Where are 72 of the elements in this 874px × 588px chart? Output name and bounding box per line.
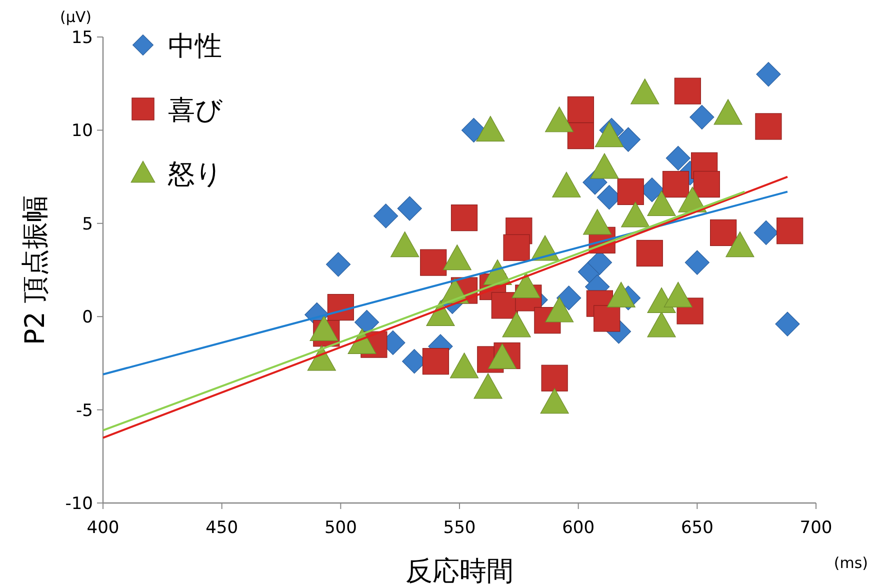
point xyxy=(540,388,569,414)
y-tick-label: 10 xyxy=(71,121,93,142)
point xyxy=(503,234,530,261)
y-tick-label: 5 xyxy=(82,214,93,234)
point xyxy=(714,99,742,125)
point xyxy=(647,190,676,216)
point xyxy=(617,178,644,206)
point xyxy=(666,146,690,170)
point xyxy=(502,312,531,338)
legend-label: 中性 xyxy=(168,31,222,62)
y-tick-label: 0 xyxy=(82,308,93,328)
point xyxy=(594,305,620,332)
x-tick-label: 450 xyxy=(206,518,238,538)
text: (μV) xyxy=(60,8,92,26)
x-tick-label: 400 xyxy=(86,518,120,538)
point xyxy=(567,122,594,150)
point xyxy=(756,62,781,87)
point xyxy=(755,113,782,140)
y-tick-label: 15 xyxy=(71,28,93,48)
point xyxy=(426,300,455,326)
point xyxy=(710,219,737,246)
point xyxy=(450,352,479,378)
point xyxy=(327,294,354,321)
point xyxy=(693,170,720,198)
x-tick-label: 700 xyxy=(800,518,832,538)
point xyxy=(310,315,338,341)
point xyxy=(390,231,420,258)
point xyxy=(541,364,568,392)
point xyxy=(606,282,636,308)
point xyxy=(476,116,505,142)
point xyxy=(422,348,450,375)
y-axis-title: P2 頂点振幅 xyxy=(20,194,51,346)
point xyxy=(397,196,422,221)
point xyxy=(664,282,692,308)
point xyxy=(552,172,581,198)
text: (ms) xyxy=(834,554,868,572)
point xyxy=(420,249,447,276)
point xyxy=(545,106,574,132)
x-tick-label: 650 xyxy=(680,518,714,538)
legend-label: 喜び xyxy=(168,95,223,126)
point xyxy=(776,218,804,244)
point xyxy=(726,231,754,258)
point xyxy=(474,373,502,399)
point xyxy=(567,96,594,123)
point xyxy=(621,202,650,228)
point xyxy=(647,312,676,338)
point xyxy=(583,209,612,235)
point xyxy=(775,312,800,336)
point xyxy=(684,250,710,275)
point xyxy=(590,153,619,179)
y-tick-label: -5 xyxy=(76,400,93,421)
point xyxy=(674,78,701,104)
x-tick-label: 550 xyxy=(443,518,476,538)
point xyxy=(754,220,778,246)
point xyxy=(488,343,517,369)
point xyxy=(450,204,478,232)
point xyxy=(512,272,540,298)
point xyxy=(630,78,660,104)
legend-label: 怒り xyxy=(167,159,223,190)
y-tick-label: -10 xyxy=(65,494,93,514)
point xyxy=(326,252,351,277)
x-tick-label: 600 xyxy=(562,518,595,538)
point xyxy=(307,345,336,371)
point xyxy=(442,244,472,270)
point xyxy=(374,204,398,228)
x-tick-label: 500 xyxy=(324,518,357,538)
point xyxy=(545,296,574,322)
point xyxy=(636,240,663,267)
point xyxy=(662,170,690,198)
point xyxy=(690,104,714,130)
x-axis-title: 反応時間 xyxy=(406,556,514,587)
point xyxy=(594,121,624,148)
